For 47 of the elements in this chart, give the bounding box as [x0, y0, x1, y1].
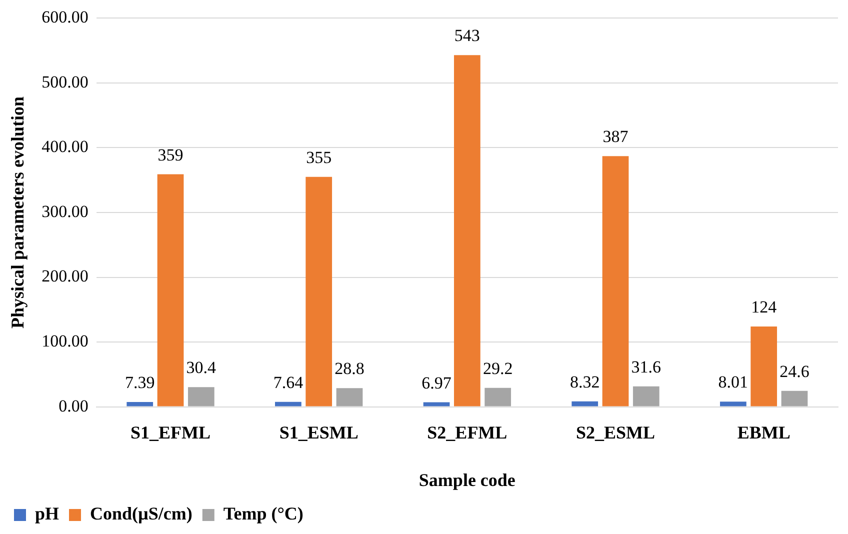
y-tick-label: 500.00	[42, 72, 88, 92]
bar	[275, 402, 302, 406]
bar	[423, 402, 450, 406]
x-tick-label: S2_EFML	[427, 422, 508, 442]
data-label: 8.01	[718, 372, 748, 392]
y-tick-label: 300.00	[42, 202, 88, 221]
bar	[750, 326, 778, 406]
data-label: 124	[751, 297, 778, 316]
data-label: 7.39	[124, 372, 155, 392]
bar	[602, 156, 629, 406]
bar	[306, 176, 332, 406]
y-axis-title: Physical parameters evolution	[7, 96, 28, 328]
bar	[484, 388, 512, 406]
data-label: 355	[306, 148, 332, 167]
legend-label: pH	[35, 504, 60, 524]
y-tick-label: 0.00	[58, 396, 88, 416]
data-label: 29.2	[482, 358, 513, 378]
data-label: 31.6	[631, 357, 662, 376]
y-tick-label: 100.00	[42, 332, 88, 350]
x-tick-label: EBML	[737, 422, 790, 442]
data-label: 24.6	[780, 362, 810, 381]
bar	[126, 402, 154, 406]
bar	[632, 386, 660, 406]
bar	[157, 174, 184, 406]
data-label: 387	[602, 127, 629, 146]
y-tick-label: 200.00	[42, 266, 88, 286]
legend-label: Temp (°C)	[223, 504, 304, 524]
bar	[572, 401, 598, 406]
x-tick-label: S1_ESML	[279, 422, 358, 442]
bar	[781, 390, 808, 406]
data-label: 7.64	[273, 372, 304, 392]
legend-label: Cond(µS/cm)	[90, 504, 192, 524]
bar	[336, 388, 363, 406]
data-label: 30.4	[186, 358, 217, 378]
data-label: 359	[158, 145, 184, 164]
bar	[720, 402, 746, 406]
data-label: 543	[454, 26, 480, 46]
x-axis-title: Sample code	[418, 470, 516, 490]
data-label: 28.8	[334, 359, 364, 378]
x-tick-label: S2_ESML	[576, 422, 656, 442]
data-label: 6.97	[422, 373, 452, 392]
y-tick-label: 400.00	[42, 137, 88, 156]
bar	[188, 387, 214, 406]
data-label: 8.32	[570, 372, 600, 392]
x-tick-label: S1_EFML	[130, 422, 211, 442]
y-tick-label: 600.00	[42, 8, 88, 27]
bar	[454, 55, 480, 406]
